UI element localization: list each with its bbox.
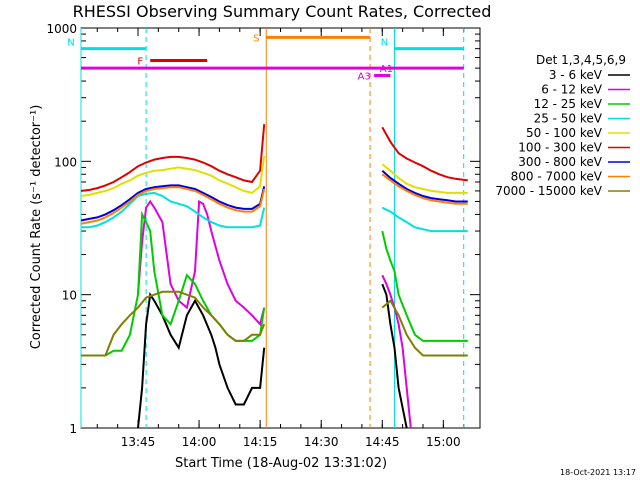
legend-entry-label: 100 - 300 keV	[518, 141, 602, 155]
y-tick-label: 100	[54, 155, 77, 169]
axes-ticks: 1 10 100 1000 13:45 14:00 14:15 14:30 14:45 15:00	[46, 22, 480, 449]
series-line	[80, 124, 468, 192]
interval-markers	[80, 28, 465, 428]
series-line	[80, 155, 468, 197]
series-line	[81, 210, 468, 357]
chart-title: RHESSI Observing Summary Count Rates, Co…	[73, 2, 492, 21]
legend-entry-label: 300 - 800 keV	[518, 155, 602, 169]
series-line	[80, 169, 468, 222]
interval-label: N	[381, 38, 388, 49]
y-tick-label: 10	[62, 289, 77, 303]
footer-timestamp: 18-Oct-2021 13:17	[560, 468, 636, 477]
series-line	[137, 199, 412, 429]
legend-entry-label: 25 - 50 keV	[534, 112, 603, 126]
series-lines	[80, 124, 468, 429]
legend-entry-label: 50 - 100 keV	[526, 126, 603, 140]
y-axis-label: Corrected Count Rate (s⁻¹ detector⁻¹)	[29, 105, 44, 350]
x-tick-label: 13:45	[121, 435, 156, 449]
y-tick-label: 1	[69, 422, 77, 436]
interval-bars: N N F S A1 A3	[67, 33, 464, 83]
x-tick-label: 14:45	[365, 435, 400, 449]
legend-entry-label: 800 - 7000 keV	[511, 170, 603, 184]
series-line	[80, 173, 468, 225]
series-line	[81, 191, 468, 233]
interval-label: S	[253, 33, 259, 44]
series-line	[137, 283, 408, 429]
x-tick-label: 14:30	[304, 435, 339, 449]
x-tick-label: 14:15	[243, 435, 278, 449]
series-line	[81, 290, 468, 357]
interval-label: F	[137, 57, 143, 68]
interval-label: A3	[358, 72, 371, 83]
legend-entry-label: 12 - 25 keV	[534, 97, 603, 111]
legend-entry-label: 7000 - 15000 keV	[495, 184, 602, 198]
x-axis-label: Start Time (18-Aug-02 13:31:02)	[175, 456, 387, 471]
interval-label: A1	[380, 64, 393, 75]
x-tick-label: 15:00	[426, 435, 461, 449]
x-tick-label: 14:00	[182, 435, 217, 449]
interval-label: N	[67, 38, 74, 49]
legend-entry-label: 3 - 6 keV	[549, 68, 603, 82]
legend-title: Det 1,3,4,5,6,9	[536, 53, 626, 67]
y-tick-label: 1000	[46, 22, 77, 36]
legend-entry-label: 6 - 12 keV	[541, 83, 603, 97]
